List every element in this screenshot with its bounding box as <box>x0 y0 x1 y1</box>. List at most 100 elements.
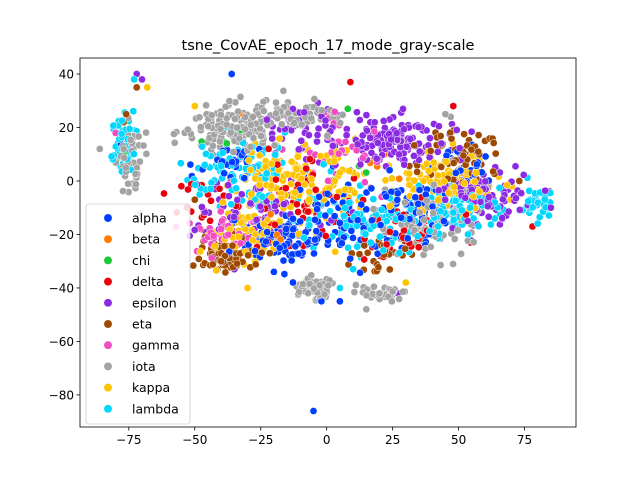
point-epsilon <box>517 189 526 198</box>
y-tick-label: 40 <box>59 68 74 82</box>
point-gamma <box>341 138 350 146</box>
point-lambda <box>369 195 378 203</box>
point-alpha <box>311 235 319 244</box>
y-tick-label: −20 <box>49 228 74 242</box>
point-delta <box>177 182 186 191</box>
point-epsilon <box>372 154 381 163</box>
point-epsilon <box>519 171 528 179</box>
point-iota <box>323 132 332 140</box>
axes-layer: −75 −50 −25 0 25 50 75 −80 −60 −40 −20 0 20 40 <box>49 68 533 447</box>
point-iota <box>195 113 204 122</box>
point-epsilon <box>224 181 232 190</box>
point-eta <box>189 261 198 270</box>
point-epsilon <box>481 177 490 186</box>
point-iota <box>429 180 438 189</box>
point-alpha <box>287 256 296 265</box>
point-epsilon <box>547 203 555 212</box>
point-delta <box>382 240 391 249</box>
point-iota <box>324 281 333 290</box>
legend-marker-gamma <box>103 340 113 350</box>
point-epsilon <box>476 198 485 206</box>
point-delta <box>270 220 279 229</box>
point-kappa <box>388 174 396 183</box>
point-alpha <box>315 192 323 201</box>
x-tick-label: −25 <box>248 433 273 447</box>
point-lambda <box>344 243 352 252</box>
point-epsilon <box>399 105 407 113</box>
point-eta <box>228 241 237 250</box>
point-kappa <box>287 157 296 166</box>
point-eta <box>447 134 456 143</box>
point-alpha <box>309 407 318 415</box>
point-epsilon <box>342 131 351 140</box>
legend-marker-eta <box>103 319 113 329</box>
point-kappa <box>234 233 243 241</box>
point-iota <box>225 97 234 105</box>
point-lambda <box>202 150 210 158</box>
point-epsilon <box>504 207 513 216</box>
point-alpha <box>275 244 284 252</box>
point-iota <box>457 250 465 258</box>
point-lambda <box>425 227 434 235</box>
point-iota <box>449 260 457 268</box>
point-eta <box>221 268 230 277</box>
point-iota <box>259 107 268 115</box>
y-tick-label: −80 <box>49 388 74 402</box>
point-alpha <box>312 227 321 235</box>
point-iota <box>370 282 378 291</box>
point-kappa <box>305 195 314 204</box>
point-gamma <box>370 127 379 136</box>
x-tick-label: −75 <box>116 433 141 447</box>
point-iota <box>362 305 371 314</box>
point-kappa <box>460 179 469 188</box>
point-alpha <box>336 297 344 306</box>
point-epsilon <box>484 212 493 221</box>
point-iota <box>216 137 224 146</box>
point-eta <box>208 260 217 269</box>
point-iota <box>395 295 403 303</box>
point-lambda <box>449 216 458 224</box>
point-kappa <box>345 167 354 175</box>
point-iota <box>202 101 210 110</box>
point-gamma <box>334 149 343 158</box>
point-epsilon <box>263 115 271 124</box>
point-iota <box>139 141 148 150</box>
point-iota <box>450 235 459 243</box>
point-iota <box>231 115 239 123</box>
point-alpha <box>403 234 412 243</box>
point-epsilon <box>294 145 303 154</box>
legend-label-epsilon: epsilon <box>132 295 177 310</box>
point-gamma <box>217 225 225 233</box>
point-alpha <box>411 193 420 202</box>
point-alpha <box>263 228 271 236</box>
point-kappa <box>341 185 349 194</box>
point-delta <box>385 228 394 236</box>
point-lambda <box>230 176 238 185</box>
point-eta <box>491 149 500 158</box>
point-iota <box>352 281 360 289</box>
point-lambda <box>528 203 537 212</box>
y-tick-label: −60 <box>49 335 74 349</box>
point-alpha <box>310 249 318 258</box>
point-iota <box>388 297 396 306</box>
point-iota <box>229 148 238 156</box>
point-delta <box>302 164 311 173</box>
point-eta <box>474 147 483 156</box>
point-kappa <box>300 180 309 189</box>
point-iota <box>249 113 257 121</box>
legend-marker-delta <box>103 277 113 287</box>
point-alpha <box>367 184 376 193</box>
point-epsilon <box>484 193 493 201</box>
point-kappa <box>336 168 344 177</box>
point-lambda <box>540 195 549 204</box>
point-kappa <box>381 176 390 185</box>
legend-label-delta: delta <box>132 274 164 289</box>
point-eta <box>459 151 468 160</box>
point-iota <box>279 87 288 95</box>
point-iota <box>134 132 143 141</box>
point-alpha <box>311 215 319 224</box>
point-eta <box>401 244 410 253</box>
legend-marker-beta <box>103 234 113 244</box>
point-delta <box>264 145 273 153</box>
